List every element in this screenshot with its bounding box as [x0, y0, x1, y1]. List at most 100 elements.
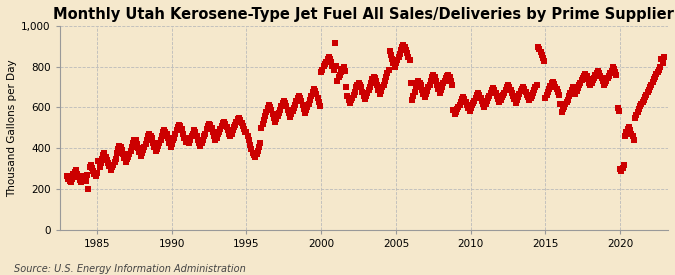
Point: [207, 130, 218, 134]
Point: [570, 91, 580, 96]
Point: [85, 163, 96, 167]
Point: [541, 93, 552, 97]
Point: [139, 144, 150, 149]
Point: [210, 138, 221, 143]
Point: [351, 85, 362, 90]
Point: [547, 80, 558, 84]
Point: [99, 150, 110, 155]
Point: [190, 130, 200, 134]
Point: [356, 85, 367, 90]
Point: [622, 127, 633, 132]
Point: [276, 104, 287, 108]
Point: [130, 138, 141, 143]
Point: [419, 95, 430, 99]
Point: [475, 95, 486, 100]
Point: [647, 80, 658, 84]
Point: [195, 144, 206, 148]
Point: [105, 168, 116, 172]
Point: [302, 105, 313, 109]
Point: [470, 95, 481, 100]
Point: [485, 91, 496, 95]
Point: [489, 88, 500, 92]
Point: [657, 61, 668, 65]
Point: [202, 124, 213, 128]
Point: [454, 103, 465, 107]
Point: [103, 161, 113, 165]
Point: [562, 100, 572, 104]
Point: [221, 125, 232, 130]
Point: [524, 98, 535, 103]
Point: [384, 49, 395, 53]
Point: [76, 180, 86, 185]
Point: [360, 97, 371, 101]
Point: [488, 86, 499, 90]
Point: [163, 136, 173, 141]
Point: [313, 100, 324, 104]
Point: [290, 103, 300, 107]
Point: [322, 57, 333, 61]
Point: [307, 89, 318, 94]
Point: [641, 93, 652, 97]
Point: [173, 125, 184, 130]
Point: [136, 150, 147, 155]
Point: [122, 157, 132, 161]
Point: [497, 93, 508, 97]
Point: [526, 94, 537, 98]
Point: [257, 122, 268, 127]
Point: [146, 136, 157, 141]
Point: [577, 76, 588, 80]
Point: [610, 70, 621, 75]
Point: [343, 98, 354, 102]
Point: [410, 85, 421, 90]
Point: [521, 93, 532, 97]
Point: [533, 45, 543, 49]
Point: [347, 95, 358, 100]
Point: [572, 86, 583, 90]
Point: [566, 87, 577, 92]
Point: [149, 144, 160, 149]
Point: [250, 155, 261, 159]
Point: [90, 174, 101, 178]
Point: [626, 131, 637, 136]
Point: [337, 67, 348, 71]
Point: [191, 133, 202, 138]
Point: [205, 123, 216, 128]
Point: [326, 60, 337, 64]
Point: [63, 177, 74, 182]
Point: [606, 68, 617, 73]
Point: [108, 163, 119, 167]
Point: [416, 83, 427, 88]
Point: [478, 101, 489, 106]
Point: [574, 83, 585, 88]
Point: [487, 88, 497, 92]
Point: [240, 130, 250, 134]
Point: [167, 138, 178, 143]
Point: [308, 86, 319, 91]
Point: [568, 84, 578, 89]
Point: [457, 97, 468, 101]
Point: [102, 158, 113, 162]
Point: [255, 140, 266, 145]
Point: [431, 78, 441, 83]
Point: [215, 127, 225, 132]
Point: [145, 133, 156, 138]
Point: [414, 80, 425, 85]
Point: [166, 142, 177, 146]
Point: [124, 152, 135, 156]
Point: [155, 138, 166, 142]
Point: [519, 87, 530, 91]
Point: [252, 148, 263, 153]
Point: [288, 106, 299, 110]
Point: [537, 56, 548, 60]
Point: [346, 98, 356, 102]
Point: [169, 135, 180, 140]
Point: [126, 148, 136, 153]
Point: [425, 78, 436, 83]
Point: [148, 140, 159, 145]
Point: [294, 95, 305, 100]
Point: [369, 76, 380, 81]
Point: [639, 98, 649, 102]
Point: [392, 58, 402, 62]
Point: [375, 91, 385, 96]
Point: [141, 138, 152, 142]
